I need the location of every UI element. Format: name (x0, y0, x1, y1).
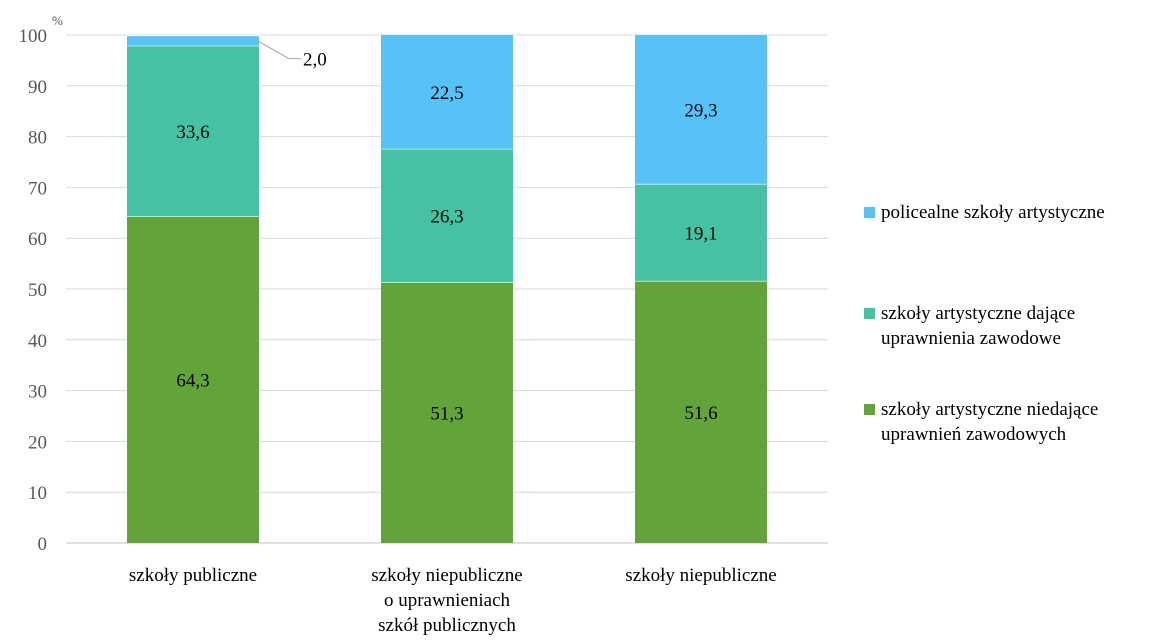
y-tick-label: 100 (19, 26, 48, 47)
x-tick-label: szkoły niepubliczne (625, 565, 776, 586)
y-unit-label: % (52, 13, 63, 28)
x-tick-label: szkół publicznych (378, 615, 516, 636)
y-tick-label: 90 (28, 77, 47, 98)
data-label: 51,3 (430, 404, 463, 425)
legend: policealne szkoły artystyczne szkoły arty… (864, 202, 1105, 445)
y-tick-label: 70 (28, 178, 47, 199)
legend-swatch (864, 308, 875, 319)
bar-segment (635, 35, 767, 184)
bar-segment (127, 35, 259, 46)
data-labels: 64,3 51,3 51,6 33,6 26,3 19,1 2,0 22,5 29,3 (176, 40, 718, 425)
y-tick-label: 80 (28, 128, 47, 149)
y-tick-label: 30 (28, 382, 47, 403)
x-tick-label: szkoły niepubliczne (371, 565, 522, 586)
y-tick-label: 0 (38, 534, 48, 555)
legend-entry: policealne szkoły artystyczne (881, 202, 1105, 223)
bar-segment (127, 45, 259, 217)
bar-segment (381, 148, 513, 283)
data-label: 51,6 (684, 403, 717, 424)
y-tick-label: 40 (28, 331, 47, 352)
data-label: 2,0 (303, 50, 327, 71)
bars (127, 34, 767, 543)
legend-entry: szkoły artystyczne dające (881, 303, 1075, 324)
data-label: 64,3 (176, 371, 209, 392)
legend-entry: szkoły artystyczne niedające (881, 399, 1098, 420)
bar-segment (635, 280, 767, 543)
data-label: 19,1 (684, 223, 717, 244)
bar-segment (635, 183, 767, 281)
bar-segment (381, 35, 513, 149)
y-tick-label: 20 (28, 432, 47, 453)
y-tick-label: 50 (28, 280, 47, 301)
legend-swatch (864, 207, 875, 218)
y-tick-label: 10 (28, 483, 47, 504)
y-axis: 0 10 20 30 40 50 60 70 80 90 100% (19, 13, 64, 555)
legend-swatch (864, 404, 875, 415)
data-label: 26,3 (430, 207, 463, 228)
y-tick-label: 60 (28, 229, 47, 250)
data-label: 29,3 (684, 100, 717, 121)
legend-entry: uprawnienia zawodowe (881, 328, 1061, 349)
data-label: 33,6 (176, 122, 209, 143)
x-tick-label: o uprawnieniach (384, 590, 511, 611)
bar-segment (381, 282, 513, 543)
x-tick-label: szkoły publiczne (129, 565, 257, 586)
data-label: 22,5 (430, 83, 463, 104)
bar-segment (127, 216, 259, 543)
data-label-leader (256, 40, 301, 60)
x-axis-labels: szkoły publiczne szkoły niepubliczne o upr… (129, 565, 777, 636)
legend-entry: uprawnień zawodowych (881, 424, 1067, 445)
